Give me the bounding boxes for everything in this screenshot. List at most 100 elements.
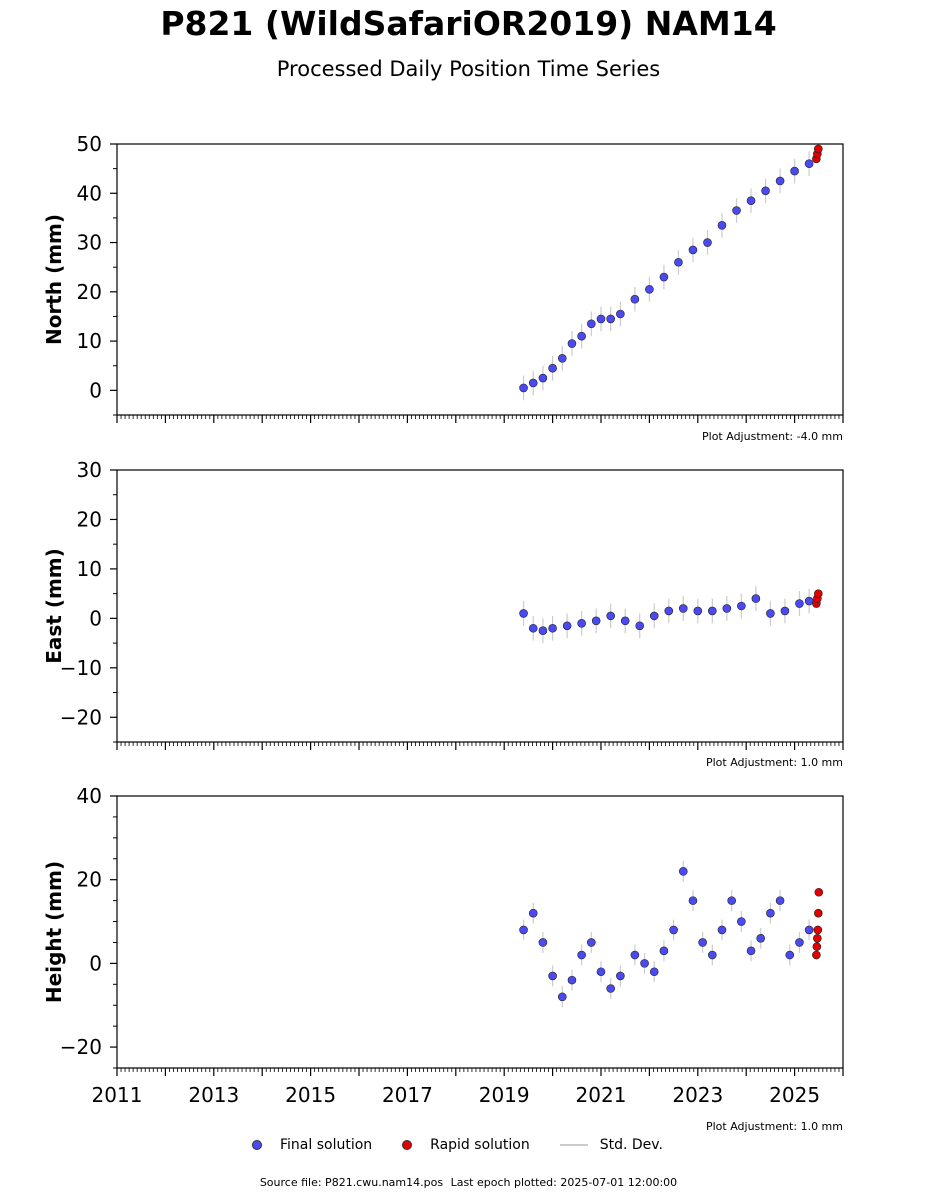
y-tick-label: 20	[77, 868, 102, 892]
final-point	[804, 925, 814, 935]
final-point	[737, 601, 746, 611]
legend-item-rapid: Rapid solution	[402, 1137, 530, 1153]
x-tick-label: 2021	[576, 1083, 627, 1107]
rapid-point	[814, 589, 823, 598]
final-point	[577, 331, 586, 341]
y-tick-label: 0	[89, 378, 102, 402]
legend-rapid-marker	[402, 1140, 413, 1150]
final-point	[649, 611, 659, 621]
final-point	[538, 938, 548, 947]
final-point	[528, 378, 538, 388]
plot-adjustment-label: Plot Adjustment: 1.0 mm	[706, 756, 843, 769]
final-point	[596, 314, 606, 324]
final-point	[606, 314, 615, 324]
final-point	[587, 938, 596, 947]
y-tick-label: −20	[60, 705, 102, 729]
final-point	[577, 950, 586, 960]
plot-adjustment-label: Plot Adjustment: -4.0 mm	[702, 430, 843, 443]
final-point	[756, 933, 766, 943]
final-point	[519, 609, 528, 618]
plot-adjustment-label: Plot Adjustment: 1.0 mm	[706, 1120, 843, 1133]
final-point	[669, 925, 678, 935]
x-tick-label: 2023	[672, 1083, 723, 1107]
panel-1: −20 −10 0 10 20 30 East (mm) Plot Adjustment: 1…	[42, 458, 844, 769]
legend-item-std: Std. Dev.	[559, 1137, 663, 1153]
final-point	[688, 896, 698, 905]
final-point	[519, 925, 528, 935]
final-point	[766, 609, 775, 618]
final-point	[775, 176, 785, 186]
legend: Final solution Rapid solution Std. Dev.	[252, 1137, 693, 1153]
rapid-point	[813, 933, 822, 943]
y-tick-label: −10	[60, 656, 102, 680]
rapid-point	[812, 950, 821, 960]
final-point	[804, 159, 814, 169]
final-point	[538, 626, 548, 636]
final-point	[766, 908, 775, 918]
footer-source: Source file: P821.cwu.nam14.pos	[259, 1176, 444, 1189]
y-tick-label: 20	[77, 280, 102, 304]
final-point	[761, 186, 770, 196]
final-point	[751, 594, 761, 603]
final-point	[659, 946, 669, 956]
final-point	[795, 599, 804, 608]
final-point	[557, 992, 567, 1002]
final-point	[804, 596, 814, 606]
final-point	[616, 309, 625, 319]
y-tick-label: 10	[77, 557, 102, 581]
final-point	[640, 959, 649, 968]
final-point	[548, 971, 557, 981]
y-tick-label: 40	[77, 784, 102, 808]
final-point	[620, 616, 630, 626]
final-point	[775, 896, 785, 905]
rapid-point	[812, 942, 822, 951]
rapid-point	[814, 887, 824, 897]
final-point	[519, 383, 528, 393]
final-point	[528, 908, 538, 918]
final-point	[577, 619, 586, 628]
y-axis-label: North (mm)	[42, 214, 66, 345]
panel-0: 0 10 20 30 40 50 North (mm) Plot Adjustment: -4…	[42, 132, 844, 443]
final-point	[717, 221, 727, 230]
final-point	[732, 206, 741, 215]
final-point	[674, 257, 683, 267]
final-point	[567, 339, 577, 348]
final-point	[708, 950, 717, 960]
y-tick-label: 20	[77, 507, 102, 531]
y-axis-label: East (mm)	[42, 548, 66, 664]
y-tick-label: 30	[77, 231, 102, 255]
final-point	[548, 623, 557, 633]
final-point	[538, 373, 548, 383]
x-tick-label: 2015	[285, 1083, 336, 1107]
legend-final-marker	[252, 1140, 262, 1150]
y-tick-label: 0	[89, 951, 102, 975]
y-tick-label: 30	[77, 458, 102, 482]
plot-frame	[116, 143, 844, 416]
legend-std-label: Std. Dev.	[599, 1137, 663, 1153]
final-point	[596, 967, 606, 977]
y-tick-label: 40	[77, 181, 102, 205]
x-tick-label: 2025	[769, 1083, 820, 1107]
final-point	[606, 984, 615, 993]
final-point	[717, 925, 727, 935]
final-point	[548, 363, 557, 373]
final-point	[659, 272, 669, 282]
final-point	[528, 623, 538, 633]
final-point	[630, 950, 640, 960]
final-point	[616, 971, 625, 981]
legend-item-final: Final solution	[252, 1137, 372, 1153]
final-point	[630, 294, 640, 304]
final-point	[649, 967, 659, 977]
x-tick-label: 2017	[382, 1083, 433, 1107]
panel-2: −20 0 20 40 2011 2013 2015 2017 2019 2021 2023 2025…	[42, 784, 844, 1133]
final-point	[746, 196, 756, 205]
x-tick-label: 2019	[479, 1083, 530, 1107]
final-point	[635, 621, 645, 631]
y-tick-label: 10	[77, 329, 102, 353]
final-point	[678, 867, 688, 876]
legend-std-line	[559, 1144, 588, 1146]
plot-frame	[116, 795, 844, 1069]
final-point	[557, 354, 567, 363]
final-point	[790, 166, 799, 176]
